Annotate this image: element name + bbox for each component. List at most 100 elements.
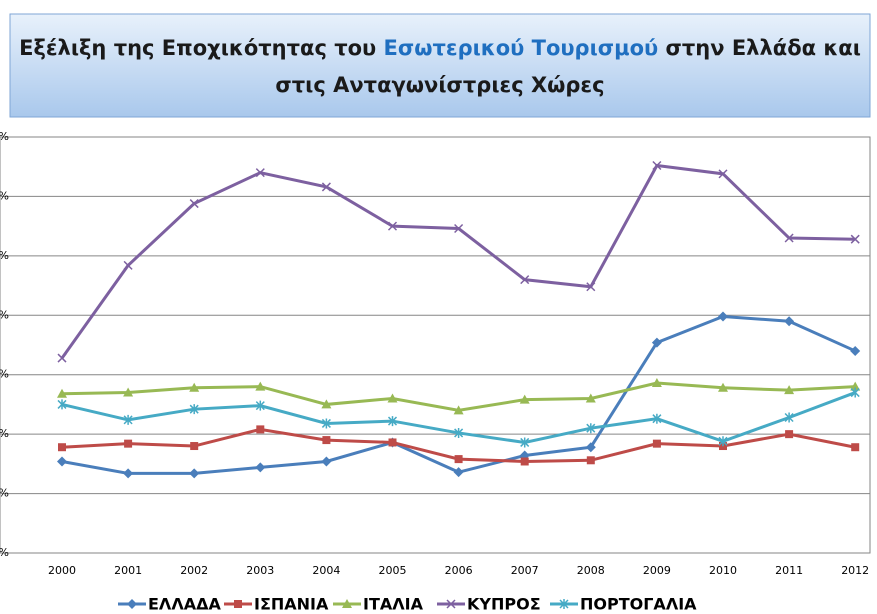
marker: [718, 382, 728, 392]
marker: [189, 382, 200, 392]
marker: [850, 345, 861, 356]
marker: [585, 393, 596, 403]
legend-label: ΠΟΡΤΟΓΑΛΙΑ: [580, 595, 697, 614]
legend-marker: [342, 599, 352, 608]
marker: [850, 381, 861, 391]
marker: [718, 436, 728, 447]
marker: [321, 399, 332, 409]
x-tick-label: 2006: [445, 564, 473, 577]
series-line: [60, 163, 856, 359]
marker: [454, 223, 464, 234]
marker: [520, 275, 530, 285]
plot-border: [0, 136, 871, 554]
y-tick-label: 20%: [0, 308, 9, 321]
y-tick-label: 0%: [0, 546, 9, 559]
marker: [388, 438, 397, 447]
marker: [586, 282, 596, 292]
marker: [189, 404, 199, 415]
marker: [57, 388, 67, 398]
x-tick-label: 2001: [114, 564, 142, 577]
y-tick-label: 25%: [0, 249, 9, 262]
marker: [255, 381, 266, 391]
marker: [850, 234, 860, 244]
legend-label: ΕΛΛΑΔΑ: [148, 595, 221, 614]
marker: [585, 442, 596, 453]
legend-label: ΚΥΠΡΟΣ: [467, 595, 541, 614]
marker: [256, 425, 265, 434]
legend-marker: [559, 599, 569, 609]
series: [57, 311, 861, 479]
series: [57, 378, 861, 415]
legend-marker: [446, 599, 456, 609]
marker: [652, 413, 662, 424]
marker: [123, 260, 133, 270]
marker: [784, 412, 794, 423]
marker: [387, 221, 398, 231]
marker: [652, 160, 662, 171]
marker: [851, 443, 860, 452]
title-part: στην Ελλάδα και: [666, 36, 861, 60]
y-tick-label: 5%: [0, 487, 9, 500]
x-tick-label: 2004: [312, 564, 340, 577]
marker: [58, 443, 66, 452]
legend-label: ΙΤΑΛΙΑ: [363, 595, 424, 614]
x-tick-label: 2008: [577, 564, 605, 577]
marker: [784, 233, 794, 243]
marker: [387, 416, 398, 427]
x-tick-label: 2003: [246, 564, 274, 577]
y-tick-label: 15%: [0, 368, 9, 381]
y-tick-label: 10%: [0, 427, 9, 440]
marker: [784, 316, 795, 327]
marker: [586, 456, 595, 465]
marker: [454, 455, 463, 464]
marker: [123, 468, 134, 479]
chart-title: Εξέλιξη της Εποχικότητας του Εσωτερικού …: [19, 36, 861, 60]
legend-marker: [234, 600, 242, 608]
x-tick-label: 2000: [48, 564, 76, 577]
title-part: Εξέλιξη της Εποχικότητας του: [19, 36, 376, 60]
marker: [321, 418, 331, 429]
marker: [850, 387, 860, 398]
marker: [453, 405, 464, 415]
marker: [255, 462, 266, 473]
marker: [519, 394, 530, 404]
marker: [123, 387, 134, 397]
marker: [520, 457, 529, 466]
marker: [321, 182, 331, 192]
marker: [255, 168, 265, 178]
marker: [57, 399, 67, 410]
marker: [189, 468, 200, 479]
legend-marker: [127, 599, 137, 609]
x-tick-label: 2011: [775, 564, 803, 577]
marker: [586, 423, 596, 434]
marker: [321, 456, 332, 467]
series: [57, 160, 860, 363]
marker: [453, 467, 464, 478]
marker: [189, 199, 199, 209]
x-tick-label: 2012: [841, 564, 869, 577]
marker: [255, 400, 265, 411]
title-box: [9, 13, 871, 118]
series-line: [61, 314, 856, 475]
x-tick-label: 2005: [379, 564, 407, 577]
marker: [190, 442, 199, 451]
x-tick-label: 2007: [511, 564, 539, 577]
x-tick-label: 2009: [643, 564, 671, 577]
chart-title: στις Ανταγωνίστριες Χώρες: [275, 73, 604, 97]
title-highlight: Εσωτερικού Τουρισμού: [384, 36, 659, 60]
marker: [123, 414, 133, 425]
marker: [57, 353, 67, 363]
marker: [718, 311, 728, 322]
y-tick-label: 30%: [0, 189, 9, 202]
marker: [785, 430, 794, 439]
marker: [387, 393, 398, 403]
marker: [652, 439, 661, 448]
marker: [124, 439, 133, 448]
y-tick-label: 35%: [0, 130, 9, 143]
marker: [454, 427, 464, 438]
marker: [651, 378, 662, 388]
x-tick-label: 2010: [709, 564, 737, 577]
marker: [520, 437, 530, 448]
